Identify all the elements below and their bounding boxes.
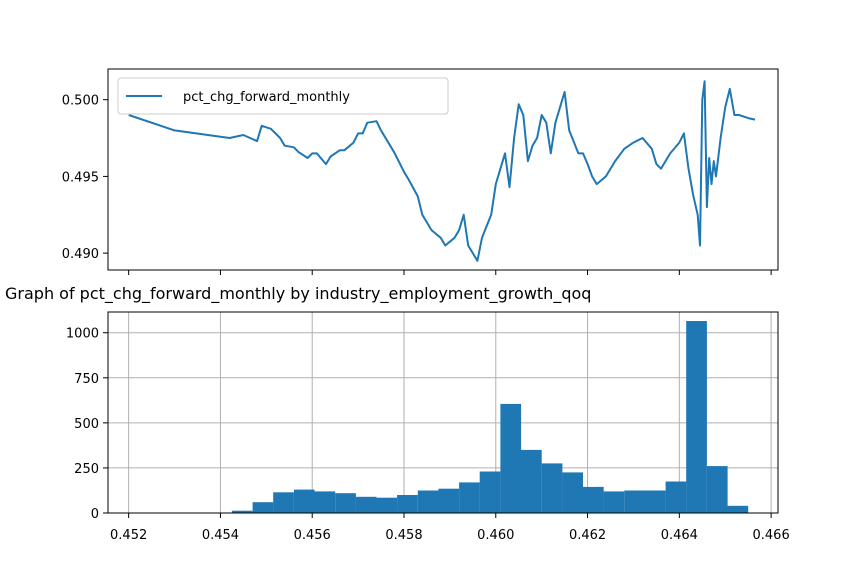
- histogram-x-tick-label: 0.454: [202, 528, 239, 543]
- histogram-y-tick-label: 500: [74, 417, 99, 432]
- line-y-tick-label: 0.500: [62, 94, 99, 109]
- line-chart-spines: [107, 68, 779, 271]
- legend: pct_chg_forward_monthly: [117, 77, 449, 115]
- histogram-bar: [459, 482, 480, 513]
- legend-box: [117, 77, 449, 115]
- line-chart: 0.490 0.495 0.500 pct_chg_forward_monthly: [62, 68, 779, 275]
- histogram-x-tick-label: 0.458: [385, 528, 422, 543]
- histogram-spines: [107, 311, 779, 514]
- histogram-x-tick-label: 0.452: [110, 528, 147, 543]
- histogram-bar: [438, 488, 460, 513]
- histogram-bar: [479, 471, 501, 513]
- histogram-x-tick-label: 0.460: [477, 528, 514, 543]
- histogram-bar: [293, 489, 315, 513]
- histogram-bar: [562, 472, 583, 513]
- line-chart-frame: [107, 68, 779, 271]
- histogram-bar: [500, 403, 522, 513]
- histogram-axes: 0.452 0.454 0.456 0.458 0.460 0.462 0.464 0.466…: [66, 311, 790, 543]
- histogram-bar: [603, 491, 625, 513]
- histogram-y-tick-label: 0: [91, 507, 99, 522]
- histogram-bar: [686, 321, 707, 513]
- histogram-bar: [521, 449, 542, 513]
- histogram-bar: [252, 502, 274, 513]
- line-chart-axes: 0.490 0.495 0.500: [62, 94, 772, 275]
- histogram-x-tick-label: 0.466: [753, 528, 790, 543]
- histogram-bar: [273, 492, 294, 513]
- histogram-x-tick-label: 0.462: [569, 528, 606, 543]
- line-y-tick-label: 0.495: [62, 170, 99, 185]
- series-line-pct-chg-forward-monthly: [128, 80, 756, 262]
- histogram-bar: [624, 490, 645, 513]
- histogram-bar: [376, 497, 398, 513]
- histogram-bar: [541, 463, 563, 513]
- histogram-y-tick-label: 1000: [66, 327, 99, 342]
- histogram-y-tick-label: 250: [74, 462, 99, 477]
- line-y-tick-label: 0.490: [62, 247, 99, 262]
- histogram-bar: [417, 490, 439, 513]
- histogram-bar: [583, 486, 604, 513]
- histogram-bar: [397, 495, 418, 513]
- legend-label-pct-chg-forward-monthly: pct_chg_forward_monthly: [183, 90, 350, 105]
- histogram-x-tick-label: 0.464: [661, 528, 698, 543]
- histogram-bar: [314, 491, 336, 513]
- histogram-bar: [706, 466, 728, 513]
- histogram-y-tick-label: 750: [74, 372, 99, 387]
- histogram-bar: [231, 510, 253, 513]
- histogram-bar: [665, 481, 687, 513]
- histogram-bar: [355, 496, 377, 513]
- histogram-bar: [335, 493, 356, 513]
- histogram-x-tick-label: 0.456: [294, 528, 331, 543]
- histogram-title: Graph of pct_chg_forward_monthly by indu…: [5, 284, 591, 304]
- histogram-bars: [231, 321, 749, 513]
- histogram-bar: [644, 490, 666, 513]
- histogram-chart: 0.452 0.454 0.456 0.458 0.460 0.462 0.464 0.466…: [66, 311, 790, 543]
- histogram-bar: [727, 505, 749, 513]
